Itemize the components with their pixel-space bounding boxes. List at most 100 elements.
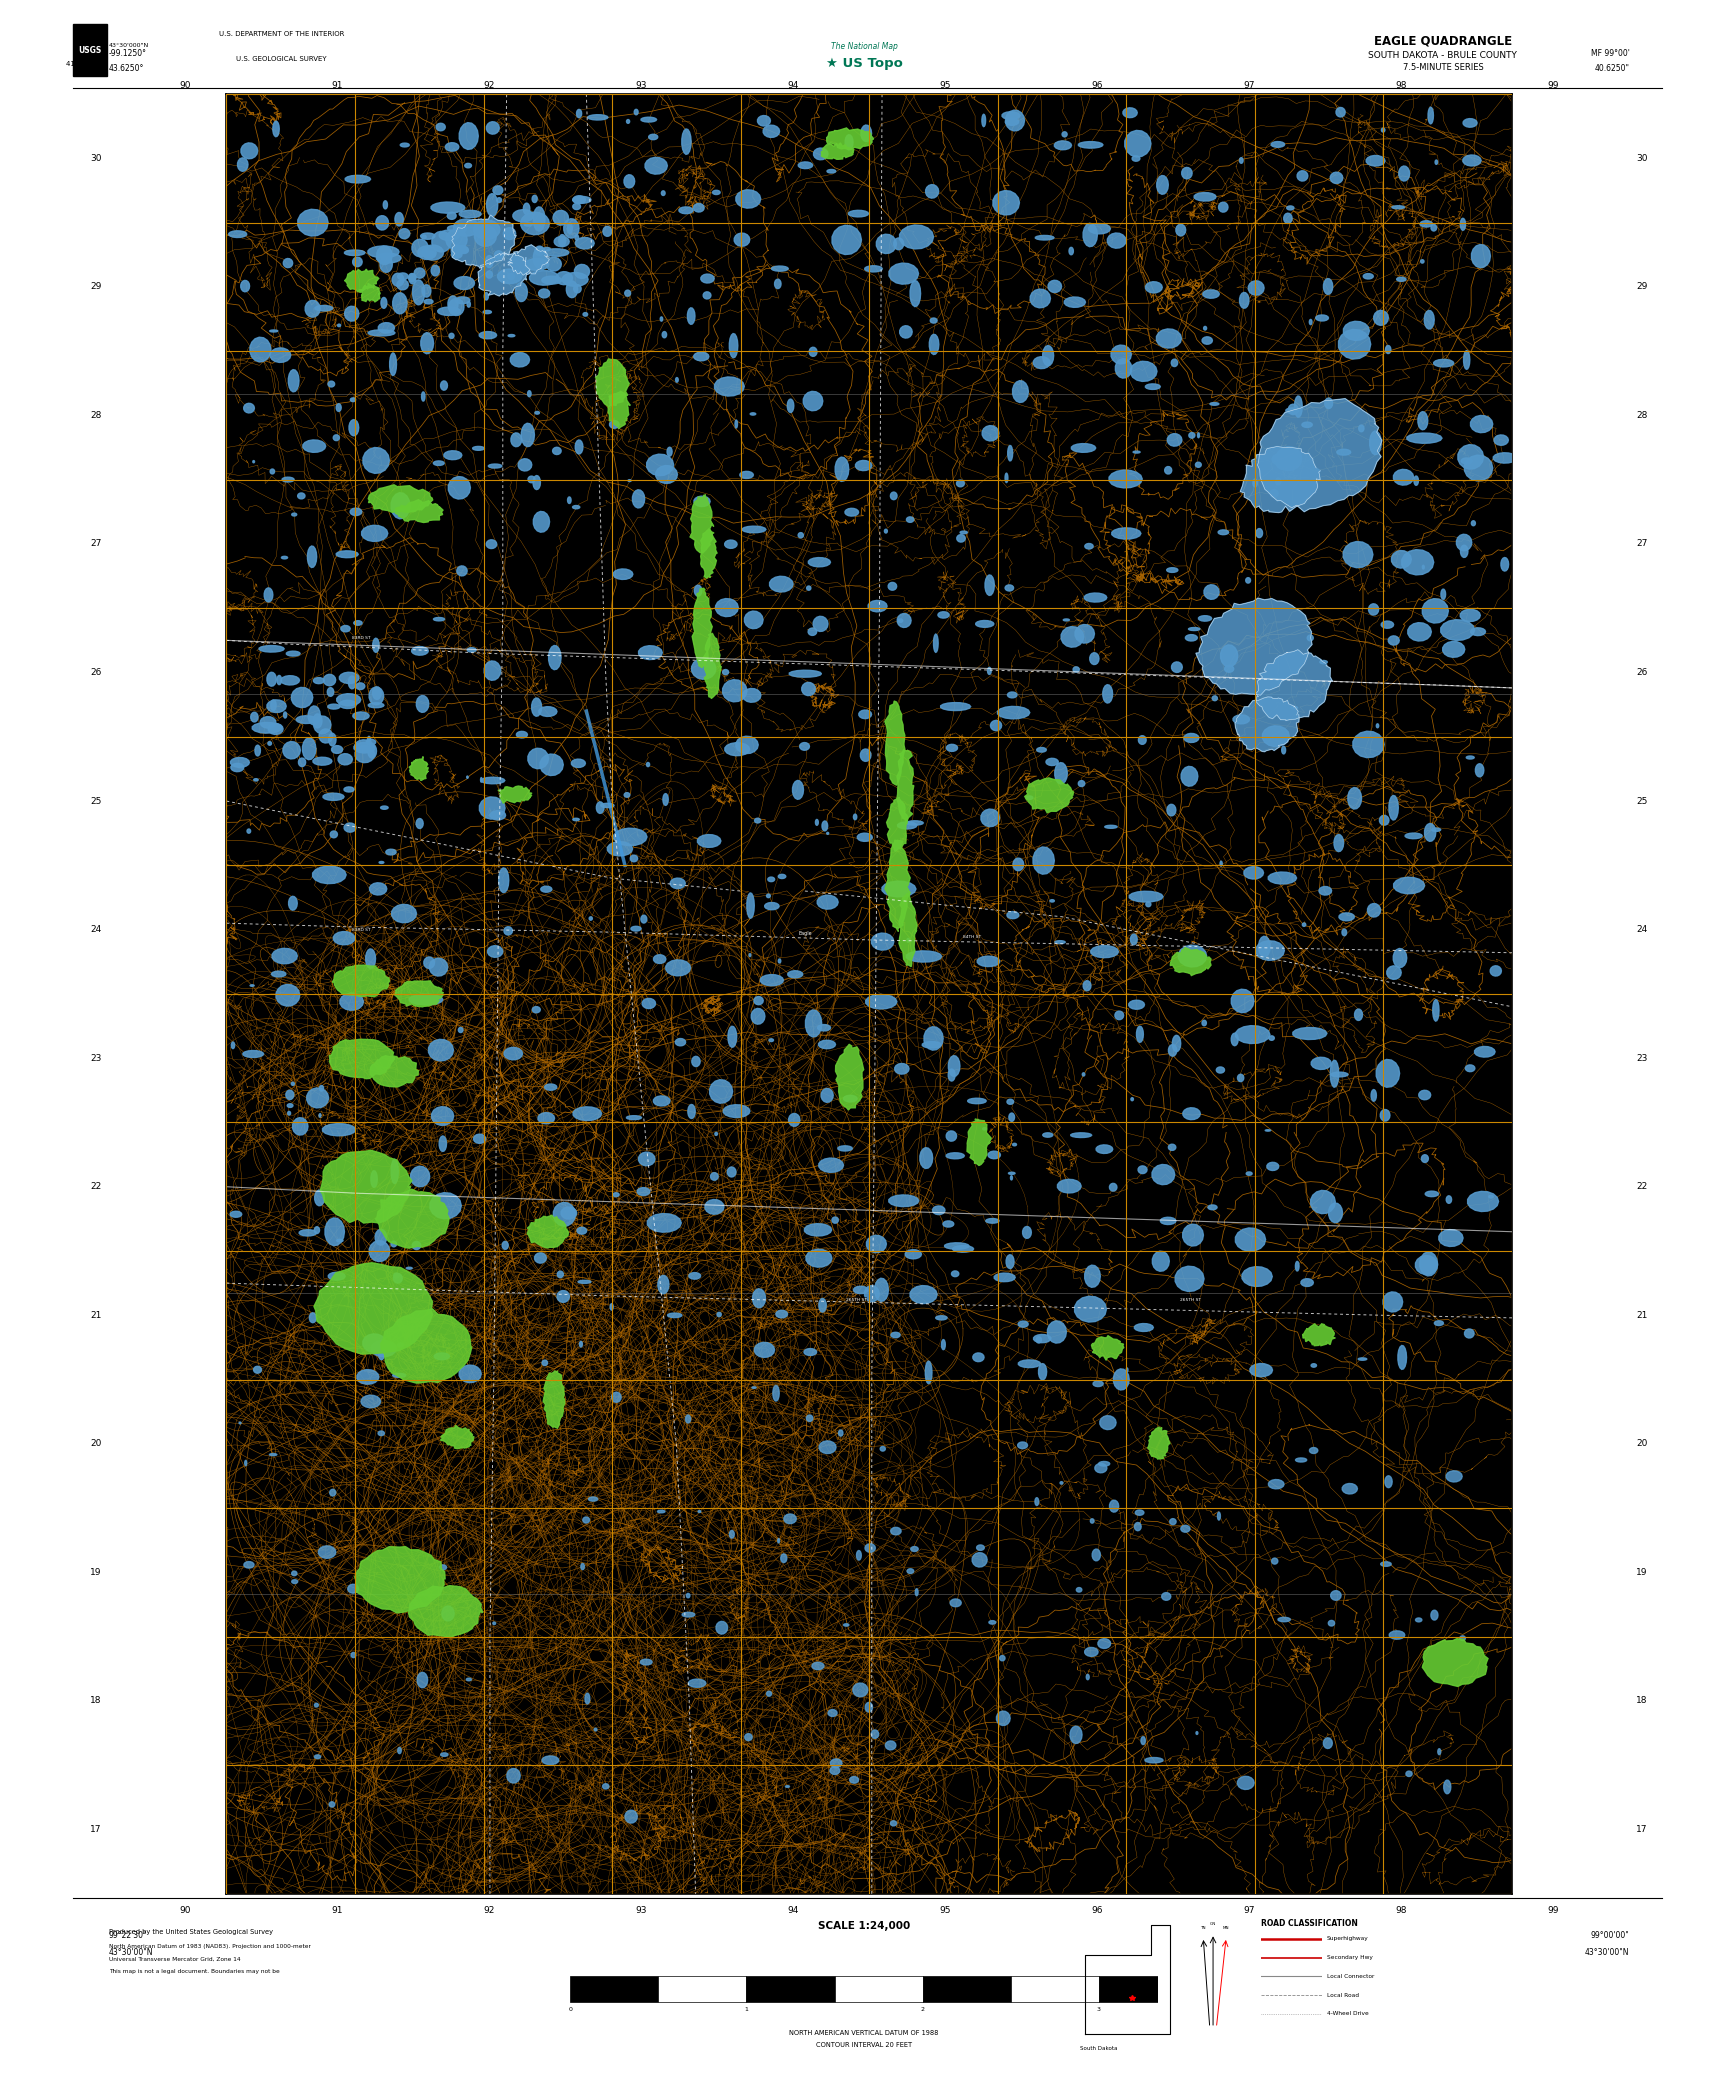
Polygon shape — [1308, 635, 1313, 641]
Text: 25: 25 — [1636, 796, 1649, 806]
Polygon shape — [1109, 1499, 1118, 1512]
Polygon shape — [429, 1040, 453, 1061]
Polygon shape — [1398, 1345, 1407, 1370]
Polygon shape — [890, 493, 897, 499]
Polygon shape — [323, 793, 344, 800]
Polygon shape — [575, 238, 594, 248]
Polygon shape — [688, 1105, 695, 1119]
Polygon shape — [907, 821, 923, 825]
Text: 21: 21 — [1636, 1311, 1649, 1320]
Polygon shape — [289, 896, 297, 910]
Polygon shape — [486, 271, 492, 278]
Polygon shape — [753, 996, 764, 1004]
Polygon shape — [1381, 1109, 1389, 1121]
Polygon shape — [496, 198, 501, 203]
Polygon shape — [232, 1042, 235, 1048]
Polygon shape — [1018, 1322, 1028, 1328]
Polygon shape — [1415, 1255, 1438, 1274]
Text: South Dakota: South Dakota — [1080, 2046, 1118, 2050]
Polygon shape — [850, 1777, 859, 1783]
Polygon shape — [430, 958, 448, 975]
Polygon shape — [363, 1334, 385, 1353]
Polygon shape — [1172, 662, 1182, 672]
Polygon shape — [641, 915, 646, 923]
Polygon shape — [1175, 1265, 1204, 1292]
Polygon shape — [698, 1510, 702, 1512]
Bar — [1011, 1975, 1099, 2002]
Polygon shape — [244, 403, 254, 413]
Text: 43°30'000"N: 43°30'000"N — [109, 44, 149, 48]
Polygon shape — [947, 1132, 957, 1142]
Polygon shape — [423, 956, 434, 969]
Polygon shape — [1089, 223, 1111, 234]
Polygon shape — [854, 814, 857, 821]
Polygon shape — [1464, 155, 1481, 165]
Polygon shape — [480, 777, 505, 783]
Polygon shape — [1407, 1771, 1412, 1777]
Polygon shape — [574, 265, 589, 278]
Polygon shape — [1030, 288, 1051, 307]
Polygon shape — [1291, 706, 1298, 710]
Polygon shape — [486, 541, 496, 549]
Polygon shape — [1471, 628, 1486, 635]
Polygon shape — [1232, 1034, 1239, 1046]
Polygon shape — [1071, 1134, 1092, 1138]
Polygon shape — [828, 169, 836, 173]
Polygon shape — [610, 420, 619, 428]
Polygon shape — [377, 253, 401, 263]
Polygon shape — [1267, 1163, 1279, 1171]
Text: 24: 24 — [1636, 925, 1649, 933]
Polygon shape — [302, 737, 316, 760]
Polygon shape — [1434, 161, 1438, 165]
Polygon shape — [1268, 1036, 1274, 1040]
Polygon shape — [899, 618, 902, 622]
Polygon shape — [344, 307, 359, 322]
Polygon shape — [289, 370, 299, 393]
Polygon shape — [911, 280, 921, 307]
Polygon shape — [411, 240, 429, 257]
Polygon shape — [888, 263, 919, 284]
Text: 24: 24 — [90, 925, 102, 933]
Polygon shape — [632, 491, 645, 507]
Polygon shape — [1172, 1036, 1180, 1052]
Polygon shape — [1318, 887, 1332, 896]
Polygon shape — [1258, 935, 1270, 956]
Polygon shape — [1037, 748, 1047, 752]
Polygon shape — [572, 196, 591, 203]
Polygon shape — [380, 296, 387, 309]
Polygon shape — [1268, 1480, 1284, 1489]
Polygon shape — [1381, 127, 1384, 132]
Polygon shape — [988, 668, 992, 674]
Polygon shape — [1035, 1497, 1039, 1505]
Polygon shape — [1236, 697, 1299, 752]
Polygon shape — [897, 750, 914, 823]
Polygon shape — [292, 1581, 297, 1583]
Polygon shape — [1170, 948, 1211, 975]
Polygon shape — [465, 163, 472, 167]
Polygon shape — [890, 1821, 897, 1825]
Polygon shape — [292, 1570, 297, 1576]
Polygon shape — [534, 207, 544, 232]
Polygon shape — [1161, 1217, 1177, 1224]
Polygon shape — [314, 305, 334, 311]
Polygon shape — [641, 117, 657, 121]
Polygon shape — [558, 234, 565, 246]
Polygon shape — [1263, 727, 1289, 748]
Polygon shape — [1045, 758, 1058, 766]
Polygon shape — [368, 246, 399, 257]
Polygon shape — [282, 478, 294, 482]
Polygon shape — [1127, 1368, 1128, 1372]
Polygon shape — [907, 938, 909, 942]
Polygon shape — [710, 1173, 719, 1180]
Polygon shape — [1303, 1324, 1336, 1345]
Polygon shape — [601, 804, 613, 808]
Polygon shape — [983, 1128, 987, 1130]
Polygon shape — [930, 334, 938, 355]
Polygon shape — [626, 1810, 638, 1823]
Polygon shape — [703, 633, 721, 699]
Polygon shape — [693, 353, 708, 361]
Polygon shape — [1414, 476, 1419, 484]
Polygon shape — [1244, 867, 1263, 879]
Polygon shape — [997, 706, 1030, 718]
Polygon shape — [1198, 432, 1199, 438]
